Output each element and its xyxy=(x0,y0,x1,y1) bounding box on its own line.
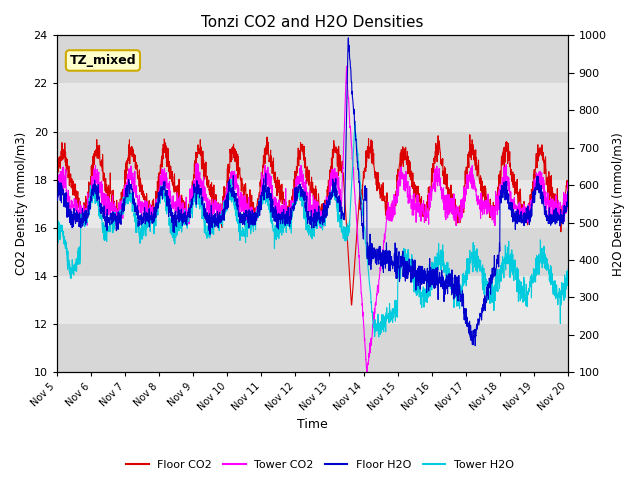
Bar xyxy=(57,132,568,180)
X-axis label: Time: Time xyxy=(297,419,328,432)
Bar xyxy=(57,36,568,84)
Y-axis label: H2O Density (mmol/m3): H2O Density (mmol/m3) xyxy=(612,132,625,276)
Bar xyxy=(57,228,568,276)
Text: TZ_mixed: TZ_mixed xyxy=(70,54,136,67)
Bar xyxy=(57,324,568,372)
Y-axis label: CO2 Density (mmol/m3): CO2 Density (mmol/m3) xyxy=(15,132,28,276)
Title: Tonzi CO2 and H2O Densities: Tonzi CO2 and H2O Densities xyxy=(201,15,424,30)
Legend: Floor CO2, Tower CO2, Floor H2O, Tower H2O: Floor CO2, Tower CO2, Floor H2O, Tower H… xyxy=(122,456,518,474)
